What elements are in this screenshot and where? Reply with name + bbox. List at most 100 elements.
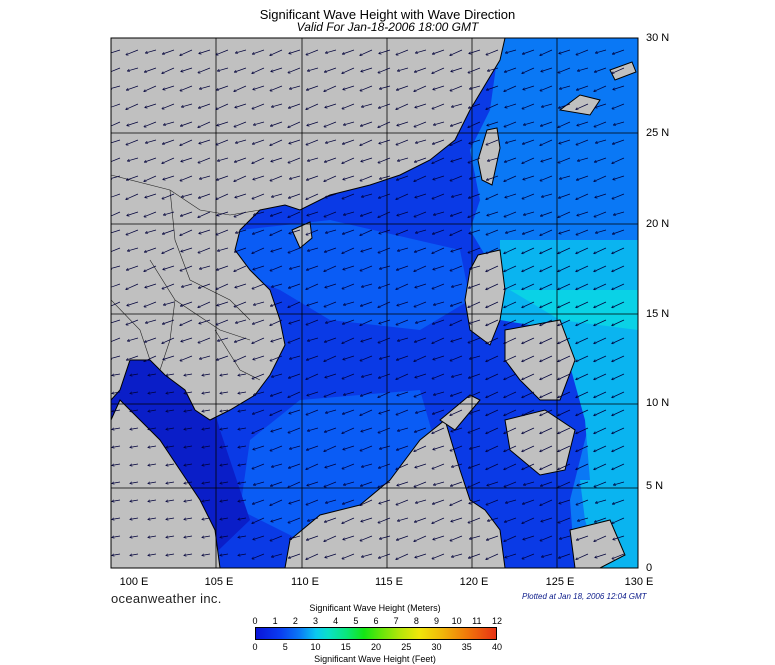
wave-direction-arrow — [342, 463, 355, 469]
kyushu-south — [609, 61, 637, 81]
wave-direction-arrow — [307, 265, 319, 270]
wave-direction-arrow — [558, 463, 571, 470]
wave-direction-arrow — [415, 553, 427, 558]
colorbar-feet-tick: 20 — [370, 642, 381, 652]
wave-direction-arrow — [252, 463, 265, 469]
wave-direction-arrow — [523, 535, 535, 540]
wave-direction-arrow — [360, 499, 373, 505]
wave-direction-arrow — [576, 265, 589, 272]
wave-direction-arrow — [469, 553, 481, 558]
wave-direction-arrow — [558, 283, 571, 290]
wave-direction-arrow — [288, 481, 301, 487]
wave-direction-arrow — [289, 49, 301, 54]
wave-direction-arrow — [612, 517, 625, 523]
wave-direction-arrow — [360, 445, 373, 451]
lat-label-25n: 25 N — [646, 127, 670, 139]
wave-direction-arrow — [596, 229, 607, 233]
wave-direction-arrow — [308, 517, 319, 521]
wave-direction-arrow — [432, 283, 445, 289]
wave-direction-arrow — [470, 355, 481, 359]
land-masses — [111, 38, 637, 568]
wave-direction-arrow — [576, 553, 589, 559]
wave-direction-arrow — [451, 427, 463, 432]
wave-direction-arrow — [271, 427, 283, 432]
ryukyu-islands — [558, 94, 601, 116]
wave-direction-arrow — [289, 373, 301, 378]
wave-direction-arrow — [542, 103, 553, 107]
wave-direction-arrow — [486, 553, 499, 559]
wave-direction-arrow — [612, 157, 625, 163]
wave-direction-arrow — [163, 49, 175, 54]
wave-direction-arrow — [415, 67, 427, 72]
wave-direction-arrow — [576, 229, 589, 235]
wave-direction-arrow — [324, 85, 337, 91]
wave-direction-arrow — [504, 355, 517, 362]
wave-direction-arrow — [272, 463, 283, 467]
lat-label-5n: 5 N — [646, 480, 664, 492]
wave-direction-arrow — [452, 463, 463, 467]
wave-direction-arrow — [146, 139, 157, 143]
wave-direction-arrow — [288, 337, 301, 343]
wave-direction-arrow — [469, 229, 481, 234]
wave-direction-arrow — [614, 211, 625, 215]
wave-direction-arrow — [111, 157, 121, 162]
wave-direction-arrow — [577, 535, 589, 540]
wave-direction-arrow — [184, 518, 193, 519]
wave-direction-arrow — [612, 553, 625, 559]
wave-direction-arrow — [236, 49, 247, 53]
wave-direction-arrow — [397, 481, 409, 486]
wave-direction-arrow — [360, 409, 373, 415]
wave-direction-arrow — [148, 446, 157, 447]
wave-direction-arrow — [522, 193, 535, 199]
wave-direction-arrow — [326, 139, 337, 143]
wave-direction-arrow — [111, 193, 121, 198]
wave-direction-arrow — [252, 283, 265, 289]
wave-direction-arrow — [433, 229, 445, 234]
wave-direction-arrow — [361, 211, 373, 216]
wave-direction-arrow — [344, 121, 355, 125]
wave-direction-arrow — [343, 535, 355, 540]
wave-direction-arrow — [343, 175, 355, 180]
wave-direction-arrow — [396, 49, 409, 55]
wave-direction-arrow — [594, 247, 607, 254]
colorbar-feet-tick: 35 — [461, 642, 472, 652]
wave-height-colorbar — [255, 627, 497, 640]
wave-direction-arrow — [360, 175, 373, 181]
wave-direction-arrow — [145, 193, 157, 198]
wave-direction-arrow — [398, 67, 409, 71]
wave-direction-arrow — [343, 265, 355, 270]
wave-direction-arrow — [433, 139, 445, 144]
wave-direction-arrow — [202, 410, 211, 411]
wave-direction-arrow — [379, 283, 391, 288]
wave-direction-arrow — [396, 193, 409, 199]
wave-direction-arrow — [325, 427, 337, 432]
wave-direction-arrow — [270, 229, 283, 235]
wave-direction-arrow — [238, 410, 247, 411]
wave-direction-arrow — [540, 319, 553, 326]
wave-direction-arrow — [415, 157, 427, 162]
wave-direction-arrow — [270, 85, 283, 91]
wave-direction-arrow — [234, 121, 247, 127]
asia-mainland — [111, 38, 506, 421]
wave-direction-arrow — [470, 85, 481, 89]
wave-direction-arrow — [504, 283, 517, 290]
wave-direction-arrow — [127, 355, 139, 360]
wave-direction-arrow — [342, 553, 355, 559]
wave-direction-arrow — [216, 193, 229, 199]
wave-direction-arrow — [270, 175, 283, 181]
wave-direction-arrow — [487, 121, 499, 126]
wave-direction-arrow — [415, 517, 427, 522]
wave-direction-arrow — [540, 427, 553, 434]
wave-direction-arrow — [166, 554, 175, 555]
wave-direction-arrow — [272, 373, 283, 377]
wave-direction-arrow — [397, 175, 409, 180]
wave-direction-arrow — [612, 409, 625, 416]
wave-direction-arrow — [220, 374, 229, 375]
wave-direction-arrow — [576, 193, 589, 199]
wave-direction-arrow — [254, 301, 265, 305]
wave-direction-arrow — [540, 337, 553, 344]
wave-direction-arrow — [415, 373, 427, 378]
wave-direction-arrow — [522, 517, 535, 523]
wave-direction-arrow — [217, 121, 229, 126]
wave-direction-arrow — [181, 157, 193, 162]
